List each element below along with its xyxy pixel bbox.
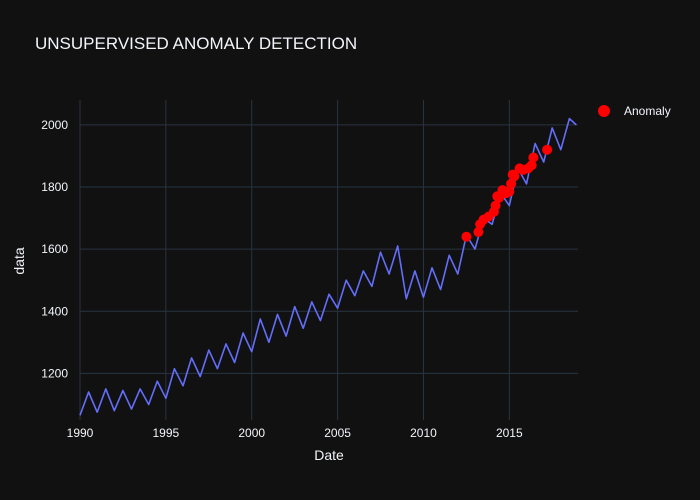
y-axis-label: data (11, 247, 27, 275)
anomaly-point[interactable] (542, 144, 553, 155)
anomaly-point[interactable] (506, 178, 517, 189)
x-tick-label: 2015 (496, 426, 523, 440)
anomaly-point[interactable] (528, 152, 539, 163)
anomaly-point[interactable] (504, 186, 515, 197)
legend-anomaly-label: Anomaly (624, 104, 671, 118)
anomaly-point[interactable] (526, 160, 537, 171)
legend-anomaly-marker (598, 105, 610, 117)
y-tick-label: 1600 (41, 242, 68, 256)
x-tick-label: 2010 (410, 426, 437, 440)
y-tick-label: 1400 (41, 304, 68, 318)
anomaly-point[interactable] (473, 227, 484, 238)
x-tick-label: 1995 (153, 426, 180, 440)
x-tick-label: 2000 (238, 426, 265, 440)
series-line (79, 117, 577, 416)
y-tick-label: 1200 (41, 366, 68, 380)
x-tick-label: 1990 (67, 426, 94, 440)
anomaly-point[interactable] (490, 200, 501, 211)
legend[interactable]: Anomaly (598, 104, 671, 118)
y-tick-label: 2000 (41, 118, 68, 132)
chart-title: UNSUPERVISED ANOMALY DETECTION (35, 34, 358, 53)
anomaly-point[interactable] (461, 231, 472, 242)
x-axis-label: Date (314, 447, 344, 463)
y-tick-label: 1800 (41, 180, 68, 194)
anomaly-point[interactable] (509, 171, 520, 182)
x-tick-label: 2005 (324, 426, 351, 440)
